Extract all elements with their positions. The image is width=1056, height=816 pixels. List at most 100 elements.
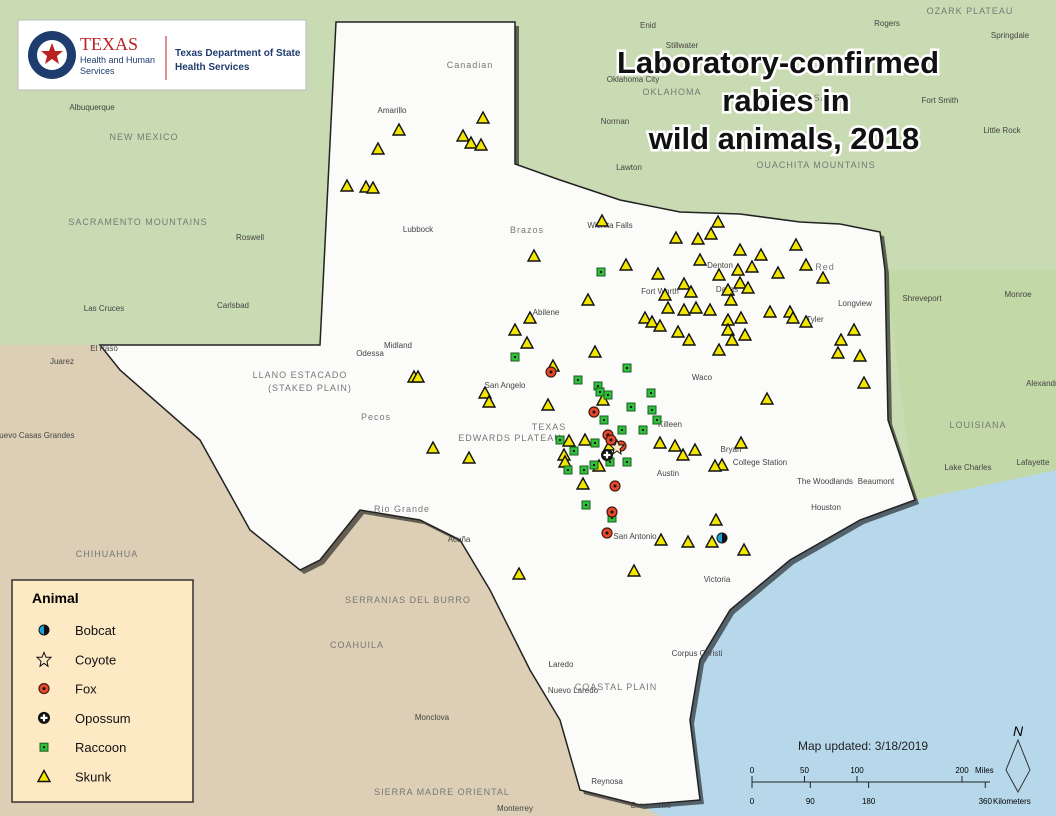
texas: [98, 21, 916, 806]
place-label: Las Cruces: [84, 304, 124, 313]
place-label: Longview: [838, 299, 872, 308]
region-label: LLANO ESTACADO: [253, 370, 348, 380]
place-label: Norman: [601, 117, 629, 126]
place-label: Acuña: [448, 535, 471, 544]
skunk-marker: [511, 566, 527, 580]
skunk-marker: [704, 534, 720, 548]
skunk-marker: [365, 180, 381, 194]
region-label: SIERRA MADRE ORIENTAL: [374, 787, 510, 797]
skunk-marker: [724, 332, 740, 346]
skunk-marker: [587, 344, 603, 358]
skunk-marker: [710, 214, 726, 228]
fox-marker-dot: [609, 438, 613, 442]
department: Texas Department of State: [175, 48, 301, 59]
region-label: (STAKED PLAIN): [268, 383, 352, 393]
skunk-marker: [708, 512, 724, 526]
skunk-marker: [770, 265, 786, 279]
skunk-marker: [660, 300, 676, 314]
place-label: Shreveport: [902, 294, 942, 303]
place-label: Lafayette: [1017, 458, 1050, 467]
place-label: Nuevo Casas Grandes: [0, 431, 74, 440]
skunk-marker: [668, 230, 684, 244]
scale-unit: Miles: [975, 766, 994, 775]
skunk-marker: [676, 276, 692, 290]
skunk-marker: [522, 310, 538, 324]
skunk-marker: [594, 213, 610, 227]
place-label: Brownsville: [631, 801, 672, 810]
raccoon-marker-dot: [656, 419, 658, 421]
raccoon-marker-dot: [607, 394, 609, 396]
skunk-marker: [740, 280, 756, 294]
skunk-marker: [657, 287, 673, 301]
skunk-marker: [856, 375, 872, 389]
skunk-marker: [463, 135, 479, 149]
skunk-marker: [475, 110, 491, 124]
title: rabies in: [722, 83, 850, 118]
agency-sub: Health and Human: [80, 55, 155, 65]
raccoon-marker-dot: [559, 439, 561, 441]
skunk-marker: [644, 314, 660, 328]
skunk-marker: [370, 141, 386, 155]
place-label: Carlsbad: [217, 301, 249, 310]
place-label: College Station: [733, 458, 787, 467]
skunk-marker: [676, 302, 692, 316]
skunk-marker: [732, 242, 748, 256]
scale-label: 0: [750, 766, 755, 775]
region-label: NEW MEXICO: [109, 132, 178, 142]
place-label: Rogers: [874, 19, 900, 28]
legend-label: Coyote: [75, 652, 116, 667]
raccoon-marker-dot: [600, 271, 602, 273]
skunk-marker: [36, 769, 52, 783]
skunk-marker: [703, 226, 719, 240]
raccoon-marker-dot: [599, 391, 601, 393]
skunk-marker: [846, 322, 862, 336]
skunk-marker: [711, 267, 727, 281]
place-label: Enid: [640, 21, 656, 30]
scale-label: 0: [750, 797, 755, 806]
fox-marker-dot: [592, 410, 596, 414]
place-label: Midland: [384, 341, 412, 350]
region-label: Rio Grande: [374, 504, 430, 514]
coyote-marker: [35, 650, 53, 668]
place-label: San Angelo: [485, 381, 526, 390]
place-label: The Woodlands: [797, 477, 853, 486]
skunk-marker: [707, 458, 723, 472]
place-label: Lake Charles: [944, 463, 991, 472]
place-label: El Paso: [90, 344, 118, 353]
raccoon-marker-dot: [626, 461, 628, 463]
title: Laboratory-confirmed: [617, 45, 939, 80]
skunk-marker: [680, 534, 696, 548]
agency: TEXAS: [80, 34, 138, 54]
place-label: Austin: [657, 469, 679, 478]
region-label: SACRAMENTO MOUNTAINS: [68, 217, 207, 227]
bobcat-marker-half: [44, 625, 49, 635]
skunk-marker: [720, 282, 736, 296]
place-label: Odessa: [356, 349, 384, 358]
region-label: COAHUILA: [330, 640, 384, 650]
skunk-marker: [670, 324, 686, 338]
legend-label: Opossum: [75, 711, 131, 726]
skunk-marker: [785, 310, 801, 324]
skunk-marker: [577, 432, 593, 446]
scale-label: 100: [850, 766, 864, 775]
skunk-marker: [702, 302, 718, 316]
fox-marker-dot: [610, 510, 614, 514]
skunk-marker: [683, 284, 699, 298]
raccoon-marker-dot: [611, 517, 613, 519]
place-label: Roswell: [236, 233, 264, 242]
department: Health Services: [175, 62, 250, 73]
place-label: Wichita Falls: [587, 221, 632, 230]
opossum-marker-cross: [40, 714, 48, 722]
skunk-marker: [391, 122, 407, 136]
fox-marker-dot: [42, 687, 46, 691]
skunk-marker: [744, 259, 760, 273]
skunk-marker: [690, 231, 706, 245]
map-updated: Map updated: 3/18/2019: [798, 739, 928, 753]
agency-sub: Services: [80, 66, 115, 76]
scale-label: 200: [955, 766, 969, 775]
region-label: OZARK PLATEAU: [927, 6, 1014, 16]
place-label: Beaumont: [858, 477, 895, 486]
place-label: Alexandria: [1026, 379, 1056, 388]
skunk-marker: [798, 257, 814, 271]
skunk-marker: [730, 262, 746, 276]
